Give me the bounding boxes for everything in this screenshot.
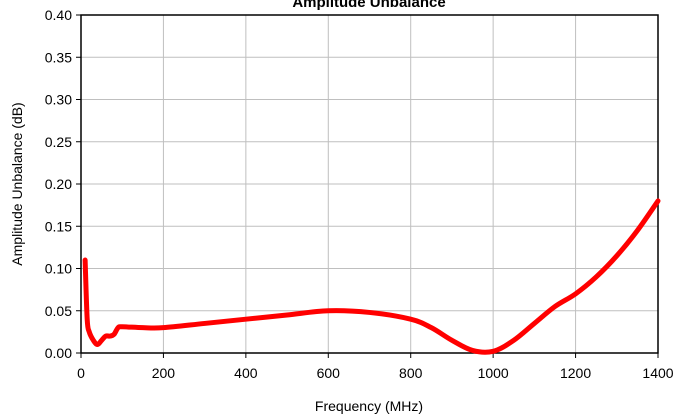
- y-tick-label: 0.40: [45, 7, 72, 23]
- x-axis-label: Frequency (MHz): [315, 398, 423, 414]
- x-tick-label: 1200: [560, 365, 591, 381]
- x-tick-label: 400: [234, 365, 258, 381]
- y-tick-label: 0.25: [45, 134, 72, 150]
- x-tick-label: 1000: [478, 365, 509, 381]
- y-tick-label: 0.05: [45, 303, 72, 319]
- y-tick-label: 0.35: [45, 49, 72, 65]
- series-line: [82, 198, 661, 355]
- y-axis-tick-labels: 0.00 0.05 0.10 0.15 0.20 0.25 0.30 0.35 0.40: [45, 7, 72, 361]
- x-tick-label: 200: [152, 365, 176, 381]
- y-tick-label: 0.30: [45, 92, 72, 108]
- y-axis-label: Amplitude Unbalance (dB): [9, 102, 25, 265]
- y-tick-label: 0.00: [45, 345, 72, 361]
- series-layer: [82, 198, 661, 355]
- x-tick-label: 0: [77, 365, 85, 381]
- x-tick-label: 600: [317, 365, 341, 381]
- chart-title: Amplitude Unbalance: [292, 0, 445, 11]
- x-tick-label: 800: [399, 365, 423, 381]
- y-tick-label: 0.15: [45, 218, 72, 234]
- y-tick-label: 0.10: [45, 261, 72, 277]
- x-axis-tick-labels: 0 200 400 600 800 1000 1200 1400: [77, 365, 674, 381]
- y-tick-label: 0.20: [45, 176, 72, 192]
- x-tick-label: 1400: [642, 365, 673, 381]
- tick-marks: [76, 14, 659, 358]
